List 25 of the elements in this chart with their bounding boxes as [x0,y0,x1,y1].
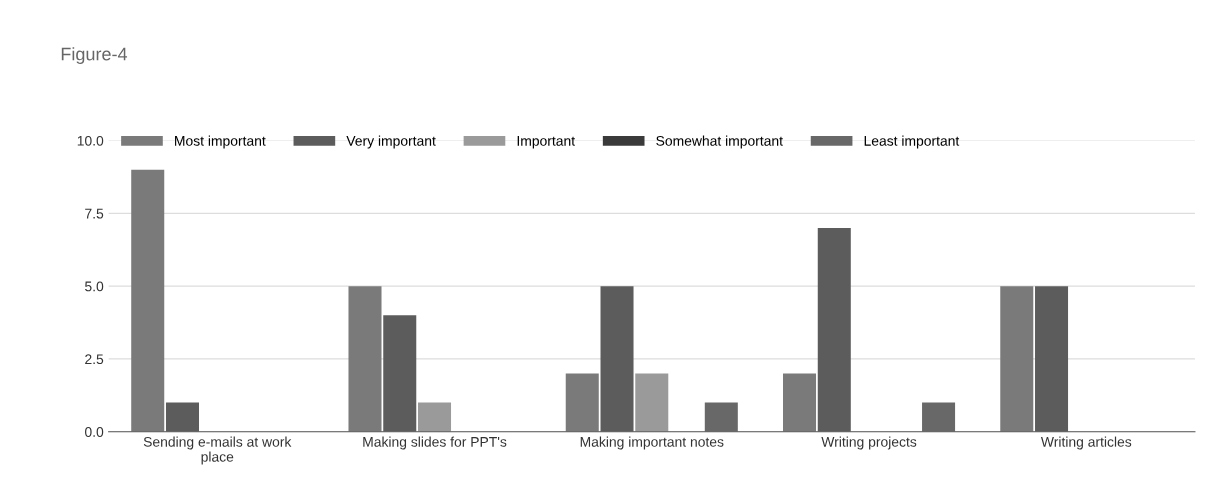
bar [1000,286,1034,432]
chart-title: Figure-4 [61,47,128,64]
legend-label: Very important [346,135,436,149]
legend-label: Somewhat important [656,135,783,149]
x-tick-label: Writing projects [821,436,917,450]
bar [131,169,165,432]
bar [348,286,382,432]
x-tick-label: Making slides for PPT's [363,436,507,450]
bar [704,402,738,432]
x-tick-label: Making important notes [580,436,724,450]
bar [565,373,599,432]
legend-label: Most important [175,135,266,149]
bar [635,373,669,432]
x-tick-label: Sending e-mails at work place [143,436,292,465]
legend-label: Least important [864,135,960,149]
y-tick-label: 10.0 [77,135,104,146]
y-tick-label: 7.5 [85,208,104,219]
legend-label: Important [517,136,575,149]
x-tick-label: Writing articles [1040,436,1132,450]
bar [418,402,452,432]
y-tick-label: 0.0 [85,427,104,437]
bar [783,373,817,432]
bar [922,402,956,432]
y-tick-label: 5.0 [85,281,104,292]
y-tick-label: 2.5 [85,354,104,365]
